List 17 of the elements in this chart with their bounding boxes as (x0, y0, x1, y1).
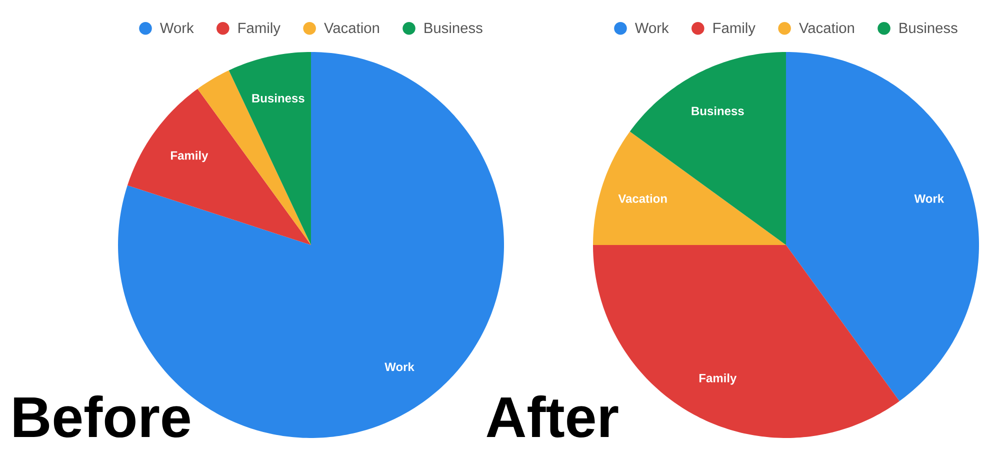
legend-label: Business (424, 22, 482, 34)
text: Before (14, 395, 190, 438)
slice-label: Work (384, 362, 414, 372)
slice-label: Business (252, 94, 304, 102)
slice-label: Family (171, 150, 208, 162)
legend-label: Family (238, 22, 280, 36)
legend-label: Work (160, 22, 194, 34)
legend-label: Work (634, 22, 669, 34)
slice-label: Vacation (618, 194, 667, 203)
legend-label: Family (714, 22, 756, 36)
legend-label: Vacation (799, 22, 854, 34)
slice-label: Work (914, 194, 944, 203)
text: After (486, 395, 618, 438)
slice-label: Family (699, 374, 737, 385)
legend-label: Business (900, 22, 958, 34)
legend-label: Vacation (324, 22, 379, 34)
slice-label: Business (692, 106, 744, 116)
